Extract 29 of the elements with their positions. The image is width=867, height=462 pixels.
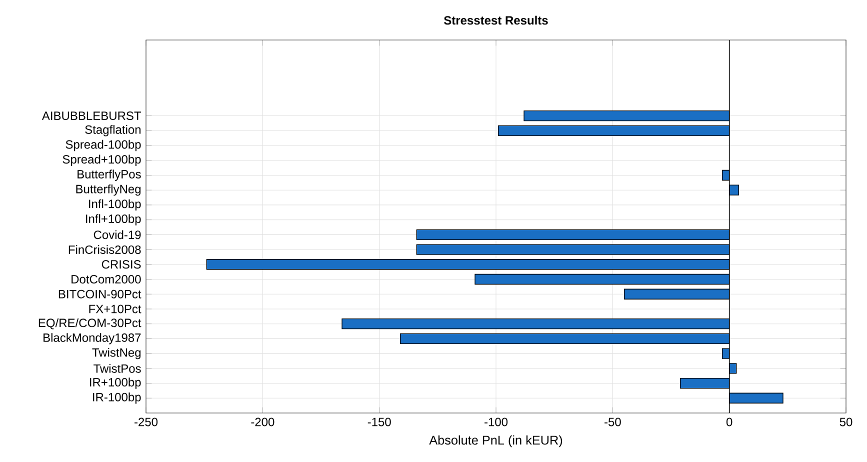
y-tick-label: BITCOIN-90Pct	[58, 290, 142, 298]
y-tick-label: AIBUBBLEBURST	[42, 112, 142, 120]
y-tick-label: Spread-100bp	[66, 140, 141, 152]
y-tick-label: FX+10Pct	[89, 304, 142, 314]
y-tick-label: ButterflyPos	[78, 170, 141, 181]
x-tick-label: -50	[604, 418, 621, 426]
y-tick-label: ButterflyNeg	[76, 184, 141, 196]
x-tick-label: 0	[726, 418, 732, 426]
x-tick-label: -250	[134, 418, 158, 426]
x-tick-label: -150	[368, 418, 391, 426]
x-tick-label: 50	[840, 418, 852, 426]
y-tick-label: TwistPos	[94, 364, 141, 373]
x-tick-label: -200	[251, 418, 274, 426]
y-tick-label: DotCom2000	[72, 275, 141, 284]
x-tick-label: -100	[484, 418, 508, 426]
y-tick-label: Covid-19	[94, 230, 141, 240]
x-axis-title: Absolute PnL (in kEUR)	[429, 435, 562, 448]
y-tick-label: Infl+100bp	[86, 214, 141, 226]
y-tick-label: Stagflation	[85, 125, 141, 136]
chart-title: Stresstest Results	[444, 16, 548, 25]
y-tick-label: EQ/RE/COM-30Pct	[38, 318, 142, 330]
y-tick-label: TwistNeg	[92, 348, 141, 360]
y-tick-label: IR+100bp	[90, 378, 141, 389]
y-tick-label: Infl-100bp	[89, 199, 141, 211]
y-tick-label: CRISIS	[102, 260, 141, 269]
y-tick-label: BlackMonday1987	[44, 333, 141, 344]
y-tick-label: IR-100bp	[93, 392, 141, 404]
y-tick-label: FinCrisis2008	[68, 245, 141, 254]
y-tick-label: Spread+100bp	[62, 154, 141, 166]
